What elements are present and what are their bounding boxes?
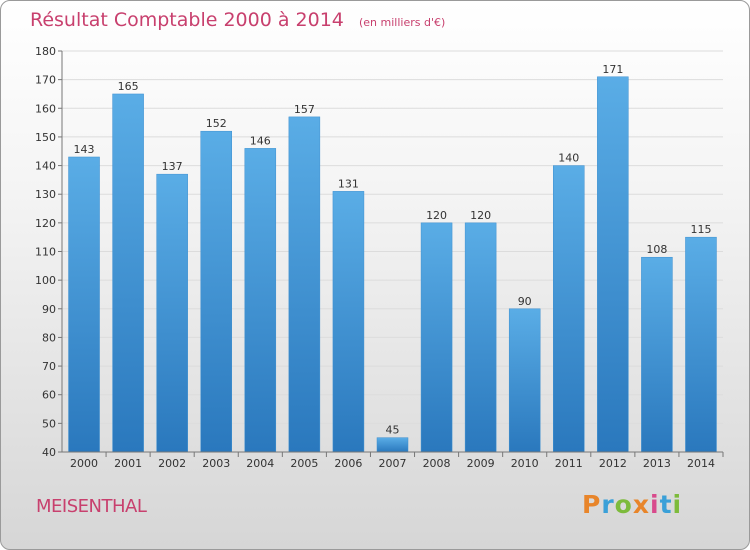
bar-value-label: 152 [206,117,227,130]
x-tick-label: 2014 [687,457,715,470]
y-tick-label: 140 [35,160,56,173]
bar [597,76,629,453]
bar [464,222,497,453]
chart-title-block: Résultat Comptable 2000 à 2014 (en milli… [30,9,445,31]
label-layer: 40 50 60 70 80 90 100 110 120 130 140 150 160 170 180 1… [35,45,715,470]
x-tick-label: 2010 [511,457,539,470]
y-tick-label: 40 [42,446,56,459]
logo-letter: o [614,490,633,519]
bar-value-label: 108 [646,243,667,256]
bar [376,437,409,453]
y-tick-label: 150 [35,131,56,144]
x-tick-label: 2002 [158,457,186,470]
y-tick-label: 50 [42,417,56,430]
y-tick-label: 180 [35,45,56,58]
logo-letter: x [632,490,650,519]
x-tick-label: 2001 [114,457,142,470]
bar [685,236,717,453]
x-tick-label: 2005 [290,457,318,470]
x-tick-label: 2012 [599,457,627,470]
bar [641,256,673,453]
y-tick-label: 70 [42,360,56,373]
x-tick-label: 2013 [643,457,671,470]
bar-value-label: 90 [518,295,532,308]
logo-letter: P [582,490,602,519]
bar [553,165,585,453]
bar [508,308,541,453]
x-tick-label: 2007 [379,457,407,470]
bar-value-label: 120 [470,209,491,222]
y-tick-label: 80 [42,331,56,344]
x-tick-label: 2011 [555,457,583,470]
bar-value-label: 143 [74,143,95,156]
x-tick-label: 2003 [202,457,230,470]
axis-layer [58,50,724,457]
bar [420,222,453,453]
y-tick-label: 60 [42,389,56,402]
bar [156,173,188,453]
town-name: MEISENTHAL [36,496,147,517]
y-tick-label: 170 [35,74,56,87]
bar [288,116,321,453]
bar-value-label: 157 [294,103,315,116]
bar-value-label: 146 [250,134,271,147]
chart-unit: (en milliers d'€) [358,16,446,29]
bar-layer [68,76,717,453]
y-tick-label: 100 [35,274,56,287]
bar-value-label: 131 [338,177,359,190]
logo-letter: i [672,490,683,519]
x-tick-label: 2009 [467,457,495,470]
bar-value-label: 137 [162,160,183,173]
logo-letter: r [601,490,615,519]
bar-value-label: 140 [558,152,579,165]
x-tick-label: 2008 [423,457,451,470]
y-tick-label: 110 [35,246,56,259]
logo-letter: t [659,490,673,519]
bar-value-label: 45 [386,424,400,437]
logo-letter: i [650,490,660,519]
x-tick-label: 2004 [246,457,274,470]
x-tick-label: 2006 [334,457,362,470]
bar [68,156,100,453]
y-tick-label: 90 [42,303,56,316]
bar [112,93,144,453]
bar [200,130,232,453]
y-tick-label: 120 [35,217,56,230]
bar-value-label: 120 [426,209,447,222]
bar-value-label: 165 [118,80,139,93]
bar-value-label: 171 [602,63,623,76]
x-tick-label: 2000 [70,457,98,470]
y-tick-label: 160 [35,102,56,115]
bar [332,191,365,453]
proxiti-logo: Proxiti [582,490,682,519]
bar [244,148,277,453]
y-tick-label: 130 [35,188,56,201]
bar-value-label: 115 [690,223,711,236]
chart-title: Résultat Comptable 2000 à 2014 [30,9,344,31]
